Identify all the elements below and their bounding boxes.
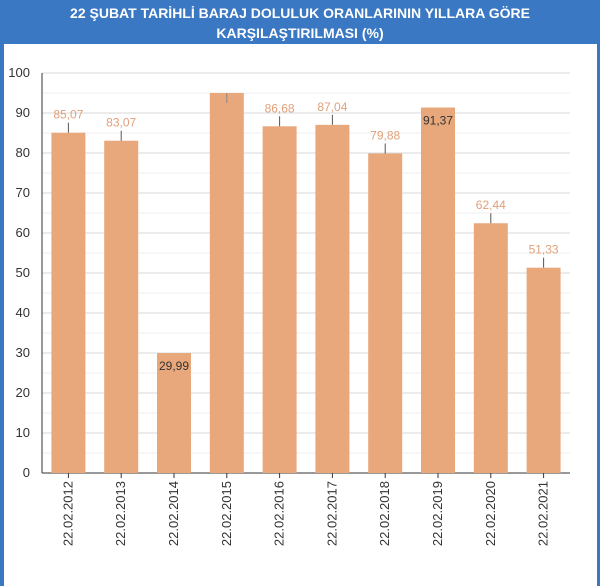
- data-label: 62,44: [476, 198, 506, 212]
- y-tick-label: 100: [8, 65, 30, 80]
- bar: [421, 107, 455, 474]
- x-tick-label: 22.02.2017: [324, 481, 339, 546]
- y-tick-label: 10: [16, 425, 30, 440]
- x-tick-label: 22.02.2015: [219, 481, 234, 546]
- bar: [526, 267, 561, 473]
- data-label: 86,68: [265, 101, 295, 115]
- title-bar: 22 ŞUBAT TARİHLİ BARAJ DOLULUK ORANLARIN…: [0, 0, 600, 44]
- data-label: 85,07: [53, 108, 83, 122]
- bar: [262, 126, 297, 473]
- data-label: 91,37: [423, 114, 453, 128]
- y-tick-label: 20: [16, 385, 30, 400]
- bar: [368, 153, 403, 474]
- x-tick-label: 22.02.2020: [483, 481, 498, 546]
- y-tick-label: 60: [16, 225, 30, 240]
- x-tick-label: 22.02.2016: [272, 481, 287, 546]
- x-tick-label: 22.02.2021: [536, 481, 551, 546]
- y-tick-label: 80: [16, 145, 30, 160]
- chart-title-line-2: KARŞILAŞTIRILMASI (%): [216, 25, 384, 41]
- y-tick-label: 30: [16, 345, 30, 360]
- data-label: 87,04: [317, 100, 347, 114]
- chart-title-line-1: 22 ŞUBAT TARİHLİ BARAJ DOLULUK ORANLARIN…: [70, 5, 530, 21]
- frame-left-border: [0, 44, 4, 586]
- data-label: 51,33: [529, 243, 559, 257]
- data-label: 29,99: [159, 359, 189, 373]
- y-tick-label: 90: [16, 105, 30, 120]
- y-tick-label: 0: [23, 465, 30, 480]
- bar: [473, 223, 508, 473]
- x-tick-label: 22.02.2014: [166, 481, 181, 546]
- bar: [157, 353, 191, 473]
- y-tick-label: 40: [16, 305, 30, 320]
- x-tick-label: 22.02.2018: [377, 481, 392, 546]
- x-tick-label: 22.02.2019: [430, 481, 445, 546]
- y-tick-label: 50: [16, 265, 30, 280]
- bar: [104, 140, 139, 473]
- x-tick-label: 22.02.2013: [113, 481, 128, 546]
- data-label: 83,07: [106, 116, 136, 130]
- bar: [51, 132, 86, 473]
- bar: [315, 124, 350, 473]
- bar: [209, 93, 244, 473]
- x-tick-label: 22.02.2012: [60, 481, 75, 546]
- y-tick-label: 70: [16, 185, 30, 200]
- data-label: 79,88: [370, 128, 400, 142]
- frame-right-border: [597, 44, 600, 586]
